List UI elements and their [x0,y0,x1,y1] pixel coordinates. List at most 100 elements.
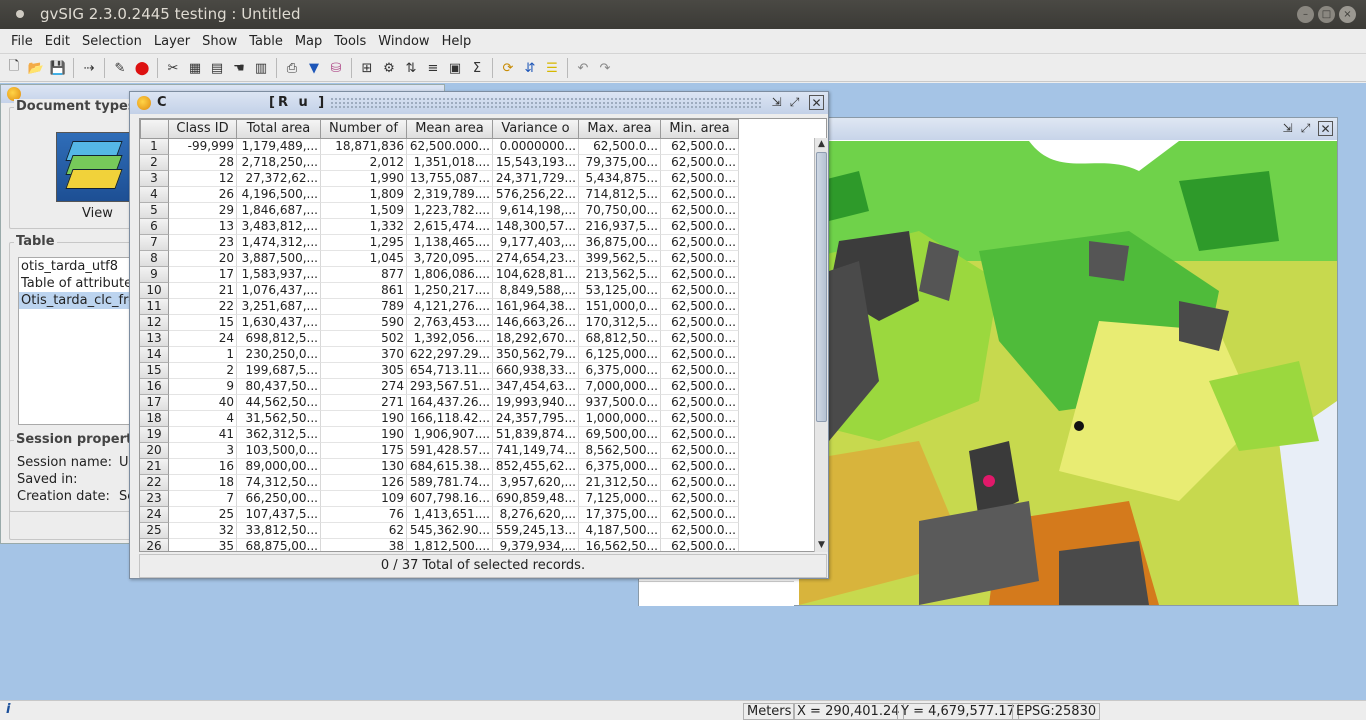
table-cell[interactable]: 937,500.0... [579,395,661,411]
table-row[interactable]: 18 4 31,562,50... 190 166,118.42... 24,357,79… [140,411,739,427]
table-cell[interactable]: 28 [169,155,237,171]
table-cell[interactable]: 6,375,000... [579,459,661,475]
table-cell[interactable]: 347,454,63... [493,379,579,395]
table-cell[interactable]: 1,812,500.... [407,539,493,551]
table-row[interactable]: 16 9 80,437,50... 274 293,567.51... 347,454,6… [140,379,739,395]
table-cell[interactable]: 2 [169,363,237,379]
save-project-icon[interactable]: 💾 [49,60,67,76]
table-cell[interactable]: 1,295 [321,235,407,251]
table-cell[interactable]: 1,630,437,... [237,315,321,331]
table-cell[interactable]: 589,781.74... [407,475,493,491]
table-cell[interactable]: 76 [321,507,407,523]
app-menu-icon[interactable] [16,10,24,18]
table-cell[interactable]: 274 [321,379,407,395]
redo-icon[interactable]: ↷ [599,60,611,76]
table-cell[interactable]: 1,413,651.... [407,507,493,523]
column-header[interactable]: Total area [237,119,321,139]
table-cell[interactable]: 23 [169,235,237,251]
menu-edit[interactable]: Edit [44,33,70,49]
table-cell[interactable]: 36,875,00... [579,235,661,251]
table-cell[interactable]: 32 [169,523,237,539]
table-cell[interactable]: 690,859,48... [493,491,579,507]
table-cell[interactable]: 44,562,50... [237,395,321,411]
table-cell[interactable]: 62,500.0... [661,235,739,251]
table-cell[interactable]: 35 [169,539,237,551]
table-cell[interactable]: 190 [321,427,407,443]
table-grid-icon[interactable]: ▤ [210,60,224,76]
table-cell[interactable]: 6,125,000... [579,347,661,363]
table-cell[interactable]: 18 [169,475,237,491]
table-cell[interactable]: 31,562,50... [237,411,321,427]
table-row[interactable]: 10 21 1,076,437,... 861 1,250,217.... 8,849,5… [140,283,739,299]
table-cell[interactable]: 62,500.0... [661,347,739,363]
view-document-icon[interactable] [56,132,132,202]
list-icon[interactable]: ☰ [546,60,558,76]
column-header[interactable]: Variance o [493,119,579,139]
table-row[interactable]: 1 -99,999 1,179,489,... 18,871,836 62,500.00… [140,139,739,155]
table-cell[interactable]: 41 [169,427,237,443]
table-cell[interactable]: 15,543,193... [493,155,579,171]
table-cell[interactable]: 69,500,00... [579,427,661,443]
filter-icon[interactable]: ▼ [309,60,319,76]
table-row[interactable]: 13 24 698,812,5... 502 1,392,056.... 18,292,6… [140,331,739,347]
table-row[interactable]: 21 16 89,000,00... 130 684,615.38... 852,455,… [140,459,739,475]
menu-selection[interactable]: Selection [81,33,142,49]
table-cell[interactable]: 40 [169,395,237,411]
table-cell[interactable]: 2,615,474.... [407,219,493,235]
table-cell[interactable]: 2,718,250,... [237,155,321,171]
table-cell[interactable]: 27,372,62... [237,171,321,187]
column-header[interactable]: Max. area [579,119,661,139]
table-cell[interactable]: 9 [169,379,237,395]
table-row[interactable]: 6 13 3,483,812,... 1,332 2,615,474.... 148,30… [140,219,739,235]
table-cell[interactable]: 62,500.0... [661,315,739,331]
table-cell[interactable]: 16 [169,459,237,475]
table-row[interactable]: 11 22 3,251,687,... 789 4,121,276.... 161,964… [140,299,739,315]
table-cell[interactable]: 103,500,0... [237,443,321,459]
table-cell[interactable]: 170,312,5... [579,315,661,331]
table-cell[interactable]: 2,763,453.... [407,315,493,331]
table-cell[interactable]: 62,500.0... [661,411,739,427]
table-cell[interactable]: -99,999 [169,139,237,155]
table-cell[interactable]: 26 [169,187,237,203]
table-cell[interactable]: 22 [169,299,237,315]
table-row[interactable]: 24 25 107,437,5... 76 1,413,651.... 8,276,620… [140,507,739,523]
table-cell[interactable]: 1,392,056.... [407,331,493,347]
table-cell[interactable]: 1,076,437,... [237,283,321,299]
error-icon[interactable]: ⬤ [134,60,150,76]
database-icon[interactable]: ⛁ [330,60,342,76]
table-cell[interactable]: 18,871,836 [321,139,407,155]
menu-file[interactable]: File [11,33,33,49]
table-row[interactable]: 26 35 68,875,00... 38 1,812,500.... 9,379,934… [140,539,739,551]
table-row[interactable]: 15 2 199,687,5... 305 654,713.11... 660,938,3… [140,363,739,379]
map-canvas[interactable] [799,141,1337,605]
table-cell[interactable]: 62,500.0... [661,539,739,551]
table-row[interactable]: 2 28 2,718,250,... 2,012 1,351,018.... 15,543… [140,155,739,171]
maximize-window-icon[interactable]: ⤢ [1300,121,1311,135]
table-cell[interactable]: 698,812,5... [237,331,321,347]
tools-icon[interactable]: ✂ [167,60,179,76]
close-button[interactable]: × [1339,6,1356,23]
table-cell[interactable]: 21,312,50... [579,475,661,491]
table-cell[interactable]: 62,500.0... [661,203,739,219]
scroll-thumb[interactable] [816,152,827,422]
table-cell[interactable]: 3,957,620,... [493,475,579,491]
table-cell[interactable]: 576,256,22... [493,187,579,203]
table-cell[interactable]: 9,614,198,... [493,203,579,219]
table-cell[interactable]: 62,500.000... [407,139,493,155]
table-cell[interactable]: 17,375,00... [579,507,661,523]
table-cell[interactable]: 51,839,874... [493,427,579,443]
table-cell[interactable]: 852,455,62... [493,459,579,475]
table-cell[interactable]: 1 [169,347,237,363]
table-cell[interactable]: 38 [321,539,407,551]
column-header[interactable]: Class ID [169,119,237,139]
table-cell[interactable]: 15 [169,315,237,331]
table-cell[interactable]: 1,806,086.... [407,267,493,283]
minimize-window-icon[interactable]: ⇲ [1282,121,1293,135]
table-cell[interactable]: 3,483,812,... [237,219,321,235]
new-document-icon[interactable]: 🗋 [8,59,20,74]
menu-window[interactable]: Window [378,33,430,49]
table-cell[interactable]: 29 [169,203,237,219]
table-cell[interactable]: 9,379,934,... [493,539,579,551]
table-cell[interactable]: 16,562,50... [579,539,661,551]
sum-icon[interactable]: Σ [472,60,482,76]
